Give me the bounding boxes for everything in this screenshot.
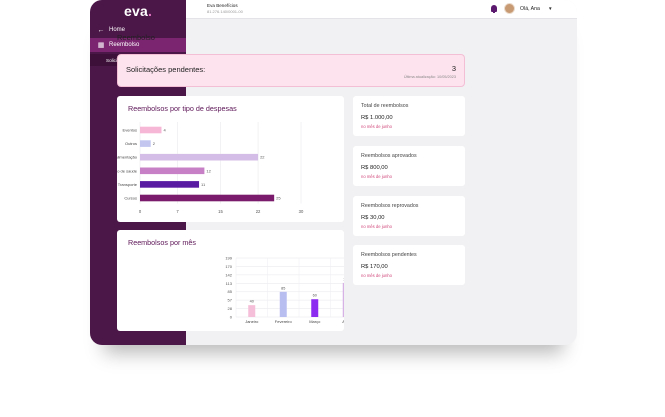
kpi-value: R$ 30,00 bbox=[361, 215, 385, 221]
sidebar-item-label: Home bbox=[109, 27, 126, 33]
x-tick-label: 30 bbox=[299, 209, 304, 214]
bar-value-label: 12 bbox=[206, 168, 211, 173]
bar-value-label: 2 bbox=[153, 141, 156, 146]
bar bbox=[279, 291, 287, 317]
kpi-note: no mês de junho bbox=[361, 174, 392, 179]
kpi-label: Reembolsos reprovados bbox=[361, 203, 419, 209]
kpi-note: no mês de junho bbox=[361, 273, 392, 278]
y-tick-label: Transporte bbox=[118, 182, 138, 187]
kpi-label: Reembolsos aprovados bbox=[361, 153, 417, 159]
bar-value-label: 4 bbox=[163, 128, 166, 133]
bar bbox=[248, 305, 256, 317]
arrow-left-icon: ← bbox=[97, 26, 105, 34]
kpi-label: Reembolsos pendentes bbox=[361, 252, 417, 258]
page-title: Reembolso bbox=[117, 33, 155, 42]
kpi-value: R$ 800,00 bbox=[361, 165, 388, 171]
bar bbox=[140, 194, 275, 202]
y-tick-label: Plano de saúde bbox=[117, 168, 138, 173]
bar-value-label: 40 bbox=[250, 300, 254, 304]
user-greeting[interactable]: Olá, Ana bbox=[520, 6, 540, 12]
x-tick-label: Janeiro bbox=[245, 319, 259, 324]
monthly-chart-card: Reembolsos por mês 0 28 57 85 113 142 170 199 40… bbox=[117, 230, 344, 331]
expense-type-chart: 0 7 15 22 30 Eventos 4 Outros 2 Alimentação 22 Plan… bbox=[117, 122, 304, 214]
y-tick-label: 28 bbox=[228, 306, 233, 311]
chart-title: Reembolsos por mês bbox=[128, 238, 196, 247]
bar bbox=[342, 282, 344, 317]
expense-type-chart-card: Reembolsos por tipo de despesas 0 7 15 22 30… bbox=[117, 96, 344, 222]
sidebar-item-home[interactable]: ← Home bbox=[90, 23, 186, 37]
y-tick-label: Cursos bbox=[124, 196, 137, 201]
y-tick-label: 142 bbox=[225, 272, 232, 277]
x-tick-label: Fevereiro bbox=[275, 319, 293, 324]
kpi-note: no mês de junho bbox=[361, 124, 392, 129]
pending-requests-banner[interactable]: Solicitações pendentes: 3 Última atualiz… bbox=[117, 54, 465, 87]
logo-accent-mark: . bbox=[147, 3, 153, 19]
y-tick-label: 113 bbox=[226, 281, 233, 286]
bar-value-label: 115 bbox=[343, 277, 344, 281]
sidebar-item-reimbursement[interactable]: ▦ Reembolso bbox=[90, 38, 186, 52]
logo-text: eva bbox=[124, 3, 148, 19]
monthly-chart: 0 28 57 85 113 142 170 199 40 Janeiro 85 Fevereiro 6… bbox=[225, 255, 344, 324]
company-id: 81.276.140/0001-00 bbox=[207, 9, 243, 14]
company-name: Eva Benefícios bbox=[207, 3, 238, 8]
y-tick-label: Eventos bbox=[123, 128, 137, 133]
x-tick-label: 22 bbox=[256, 209, 261, 214]
kpi-value: R$ 1.000,00 bbox=[361, 115, 393, 121]
last-update: Última atualização: 10/05/2023 bbox=[403, 75, 456, 79]
bar bbox=[140, 140, 151, 147]
kpi-value: R$ 170,00 bbox=[361, 264, 388, 270]
bar-value-label: 25 bbox=[276, 196, 281, 201]
bar-value-label: 85 bbox=[281, 286, 285, 290]
bar bbox=[140, 153, 259, 161]
x-tick-label: Abril bbox=[342, 319, 344, 324]
bell-icon[interactable] bbox=[491, 5, 497, 13]
kpi-label: Total de reembolsos bbox=[361, 103, 409, 109]
bar bbox=[140, 126, 162, 134]
y-tick-label: 57 bbox=[228, 298, 233, 303]
x-tick-label: 7 bbox=[176, 209, 179, 214]
bar-value-label: 22 bbox=[260, 155, 265, 160]
pending-label: Solicitações pendentes: bbox=[126, 65, 206, 74]
eva-logo[interactable]: eva. bbox=[124, 3, 152, 19]
kpi-pending-card: Reembolsos pendentes R$ 170,00 no mês de… bbox=[353, 245, 465, 285]
bar-value-label: 11 bbox=[201, 182, 206, 187]
y-tick-label: Outros bbox=[125, 141, 137, 146]
sidebar-item-label: Reembolso bbox=[109, 42, 140, 48]
kpi-total-card: Total de reembolsos R$ 1.000,00 no mês d… bbox=[353, 96, 465, 136]
x-tick-label: 15 bbox=[218, 209, 223, 214]
y-tick-label: Alimentação bbox=[117, 155, 138, 160]
bar bbox=[140, 167, 205, 175]
avatar[interactable] bbox=[504, 3, 515, 14]
x-tick-label: Março bbox=[309, 319, 321, 324]
y-tick-label: 0 bbox=[230, 314, 233, 319]
kpi-note: no mês de junho bbox=[361, 224, 392, 229]
y-tick-label: 199 bbox=[225, 255, 232, 260]
bar bbox=[311, 299, 319, 317]
reimbursement-icon: ▦ bbox=[97, 42, 105, 49]
top-bar: Eva Benefícios 81.276.140/0001-00 Olá, A… bbox=[186, 0, 577, 19]
chevron-down-icon[interactable]: ▼ bbox=[548, 6, 553, 11]
kpi-approved-card: Reembolsos aprovados R$ 800,00 no mês de… bbox=[353, 146, 465, 186]
bar bbox=[140, 181, 200, 188]
y-tick-label: 85 bbox=[228, 289, 233, 294]
x-tick-label: 0 bbox=[139, 209, 142, 214]
pending-count: 3 bbox=[451, 64, 456, 73]
kpi-rejected-card: Reembolsos reprovados R$ 30,00 no mês de… bbox=[353, 196, 465, 236]
bar-value-label: 60 bbox=[313, 294, 317, 298]
chart-title: Reembolsos por tipo de despesas bbox=[128, 104, 237, 113]
y-tick-label: 170 bbox=[225, 264, 232, 269]
